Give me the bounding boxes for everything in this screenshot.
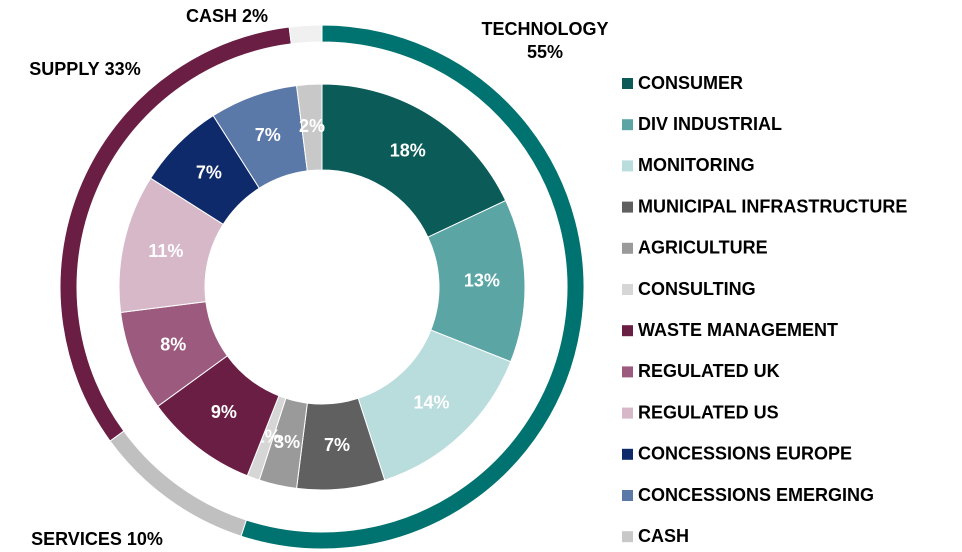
legend-swatch [622, 284, 633, 295]
legend-swatch [622, 119, 633, 131]
donut-slice [288, 24, 323, 45]
legend-swatch [622, 78, 633, 89]
legend-swatch [622, 448, 633, 460]
legend-swatch [622, 490, 633, 501]
outer-label-value: 2% [242, 6, 268, 26]
slice-label: 7% [255, 125, 281, 145]
outer-label-value: 10% [127, 529, 163, 549]
slice-label: 7% [324, 435, 350, 455]
legend-label: AGRICULTURE [638, 238, 768, 258]
legend-swatch [622, 407, 633, 419]
legend-swatch [622, 325, 633, 337]
legend-label: MONITORING [638, 155, 755, 175]
legend-label: DIV INDUSTRIAL [638, 114, 782, 134]
slice-label: 14% [414, 392, 450, 412]
legend-swatch [622, 366, 633, 378]
outer-label-value: 33% [105, 59, 141, 79]
donut-slice [321, 83, 507, 238]
legend-label: REGULATED US [638, 402, 779, 422]
outer-label: SERVICES 10% [31, 529, 163, 549]
slice-label: 13% [464, 271, 500, 291]
legend-swatch [622, 201, 633, 213]
slice-label: 18% [390, 141, 426, 161]
slice-label: 8% [160, 335, 186, 355]
legend-label: WASTE MANAGEMENT [638, 320, 838, 340]
legend-swatch [622, 242, 633, 254]
outer-label-name: SERVICES [31, 529, 122, 549]
legend-label: REGULATED UK [638, 361, 780, 381]
slice-label: 7% [196, 163, 222, 183]
slice-label: 11% [148, 241, 183, 261]
outer-label: SUPPLY 33% [29, 59, 140, 79]
legend-label: CONCESSIONS EUROPE [638, 444, 852, 464]
legend-swatch [622, 160, 633, 172]
outer-label: CASH 2% [186, 6, 268, 26]
outer-label-name: SUPPLY [29, 59, 99, 79]
legend-swatch [622, 531, 633, 543]
legend-label: MUNICIPAL INFRASTRUCTURE [638, 196, 907, 216]
donut-slice [295, 83, 323, 172]
outer-label: 55% [527, 42, 563, 62]
legend-label: CONSULTING [638, 279, 756, 299]
slice-label: 2% [299, 116, 325, 136]
slice-label: 9% [211, 402, 237, 422]
legend-label: CASH [638, 526, 689, 546]
outer-label: TECHNOLOGY [481, 19, 608, 39]
legend-label: CONSUMER [638, 73, 743, 93]
slice-label: 3% [274, 432, 300, 452]
legend-label: CONCESSIONS EMERGING [638, 485, 874, 505]
outer-label-name: CASH [186, 6, 237, 26]
